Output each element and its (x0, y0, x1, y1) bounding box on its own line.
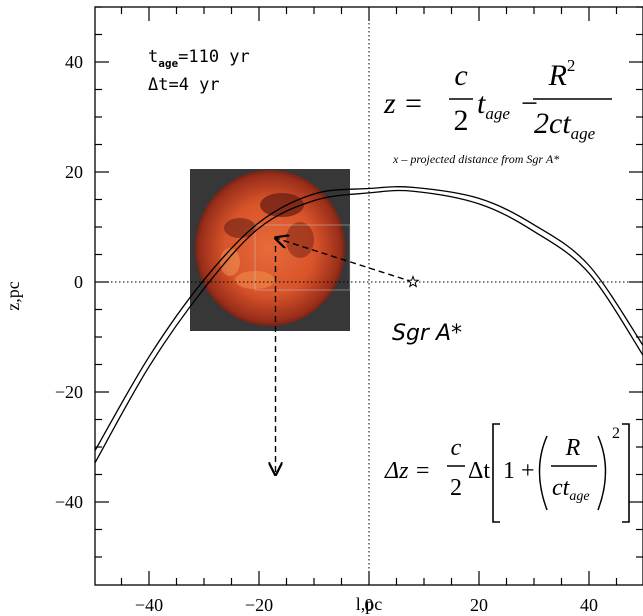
svg-text:c: c (451, 435, 462, 461)
x-tick-label: −20 (245, 595, 273, 615)
y-tick-label: 40 (65, 52, 83, 72)
equation-z: z = c 2 tage − R2 2ctage (383, 56, 612, 143)
arrow-to-inset (276, 238, 414, 283)
svg-text:z =: z = (383, 87, 423, 120)
sgr-a-label: Sgr A* (392, 321, 462, 346)
x-tick-label: 0 (365, 595, 374, 615)
svg-text:2: 2 (450, 475, 462, 501)
axis-ticks (95, 6, 643, 585)
svg-text:2: 2 (612, 425, 620, 442)
sgr-a-star-marker (406, 275, 420, 288)
dt-annotation: Δt=4 yr (148, 75, 220, 95)
projection-note: x – projected distance from Sgr A* (392, 152, 559, 166)
y-tick-label: 20 (65, 162, 83, 182)
svg-text:2ctage: 2ctage (534, 107, 596, 143)
svg-text:R2: R2 (548, 56, 576, 92)
x-tick-label: 40 (580, 595, 598, 615)
age-annotation: tage=110 yr (148, 47, 250, 70)
inset-image (190, 169, 351, 331)
svg-text:tage: tage (477, 87, 510, 123)
axis-tick-labels: −40 −20 0 20 40 −40 −20 0 20 40 (55, 52, 598, 615)
x-tick-label: 20 (470, 595, 488, 615)
svg-text:R: R (565, 435, 581, 461)
trajectory-line-outer (95, 186, 643, 453)
svg-text:c: c (454, 59, 467, 92)
y-tick-label: −20 (55, 382, 83, 402)
svg-text:1 +: 1 + (503, 458, 535, 484)
svg-text:−: − (521, 87, 538, 120)
svg-text:Δz =: Δz = (384, 458, 431, 484)
equation-dz: Δz = c 2 Δt 1 + R ctage 2 (384, 423, 630, 523)
x-axis-label: l,pc (356, 594, 383, 614)
trajectory-line-inner (95, 189, 643, 465)
y-tick-label: 0 (74, 272, 83, 292)
y-tick-label: −40 (55, 492, 83, 512)
y-axis-label: z,pc (3, 281, 23, 310)
x-tick-label: −40 (135, 595, 163, 615)
svg-text:Δt: Δt (468, 458, 490, 484)
svg-text:ctage: ctage (552, 475, 590, 504)
svg-text:2: 2 (454, 104, 469, 137)
